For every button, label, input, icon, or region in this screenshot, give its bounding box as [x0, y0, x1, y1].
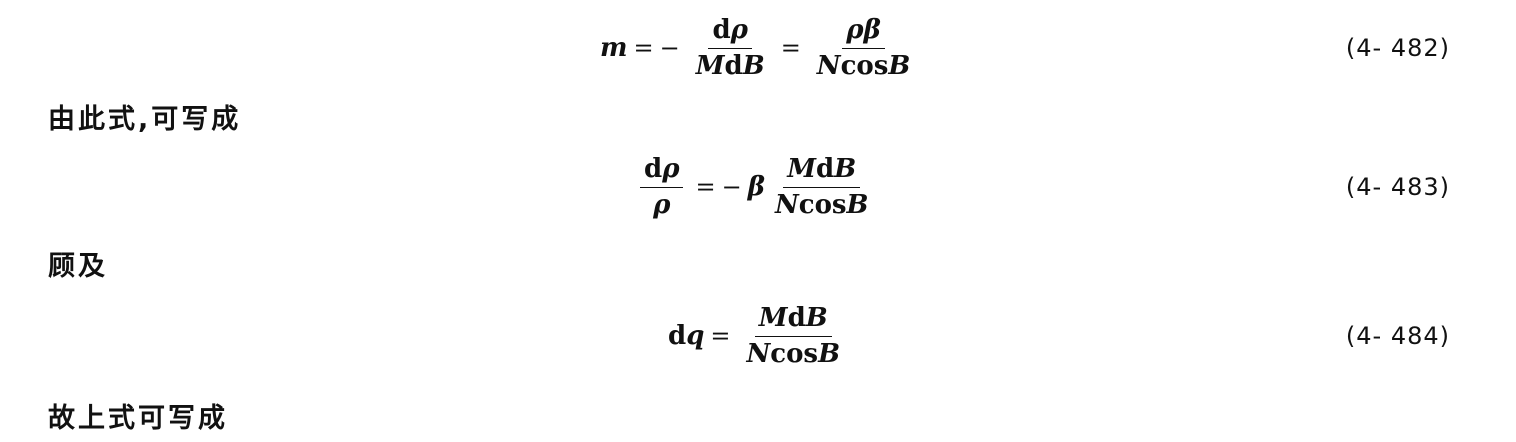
equation-row-483: dρ ρ = − β MdB NcosB (4- 483) [0, 147, 1516, 227]
fraction-drho-over-MdB: dρ MdB [692, 16, 769, 80]
fraction-drho-over-rho: dρ ρ [640, 155, 684, 220]
text-line-1: 由此式,可写成 [48, 104, 242, 135]
denominator: NcosB [816, 50, 911, 81]
var-d: d [668, 321, 687, 351]
fraction-MdB-over-NcosB: MdB NcosB [771, 155, 873, 219]
equation-482: m = − dρ MdB = ρβ NcosB [600, 8, 920, 88]
equation-number: (4- 484) [1345, 322, 1450, 350]
equals-sign: = [710, 322, 731, 350]
text-line-3: 故上式可写成 [48, 403, 228, 434]
equals-sign: = [633, 34, 654, 62]
text-line-2: 顾及 [48, 251, 108, 282]
denominator: ρ [653, 189, 671, 220]
equation-number: (4- 483) [1345, 173, 1450, 201]
denominator: NcosB [746, 338, 841, 369]
numerator: MdB [754, 304, 832, 337]
fraction-MdB-over-NcosB: MdB NcosB [742, 304, 844, 368]
minus-sign: − [659, 34, 680, 62]
equation-number: (4- 482) [1345, 34, 1450, 62]
var-beta: β [747, 172, 765, 202]
numerator: MdB [783, 155, 861, 188]
numerator: dρ [708, 16, 752, 49]
equation-483: dρ ρ = − β MdB NcosB [634, 147, 879, 227]
equals-sign: = [695, 173, 716, 201]
denominator: NcosB [774, 189, 869, 220]
var-m: m [600, 33, 628, 63]
equation-row-482: m = − dρ MdB = ρβ NcosB (4- 482) [0, 8, 1516, 88]
denominator: MdB [695, 50, 765, 81]
numerator: dρ [640, 155, 684, 188]
fraction-rhobeta-over-NcosB: ρβ NcosB [813, 16, 915, 80]
numerator: ρβ [842, 16, 885, 49]
equals-sign: = [780, 34, 801, 62]
minus-sign: − [721, 173, 742, 201]
var-q: q [686, 321, 705, 351]
